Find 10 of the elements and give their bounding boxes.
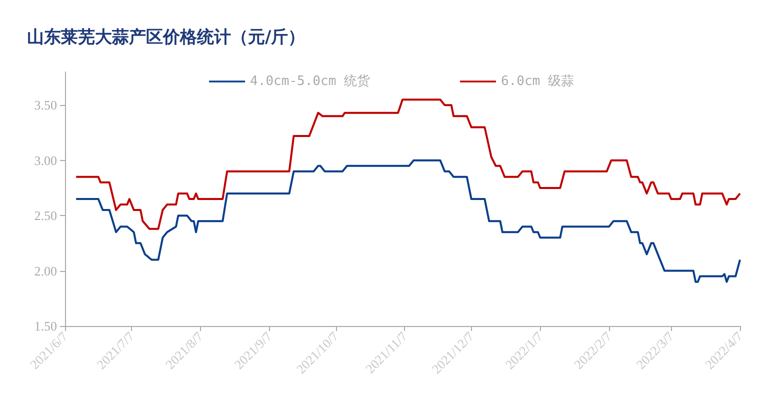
y-tick-label: 1.50 bbox=[34, 318, 57, 334]
legend-label: 6.0cm 级蒜 bbox=[500, 74, 574, 89]
y-tick-label: 2.00 bbox=[34, 263, 57, 278]
legend-label: 4.0cm-5.0cm 统货 bbox=[250, 74, 370, 89]
y-tick-label: 2.50 bbox=[34, 208, 57, 224]
y-tick-label: 3.50 bbox=[34, 98, 57, 113]
line-series bbox=[75, 98, 741, 230]
line-series bbox=[75, 159, 741, 283]
y-tick-label: 3.00 bbox=[34, 152, 57, 168]
chart-title: 山东莱芜大蒜产区价格统计（元/斤） bbox=[27, 28, 306, 48]
